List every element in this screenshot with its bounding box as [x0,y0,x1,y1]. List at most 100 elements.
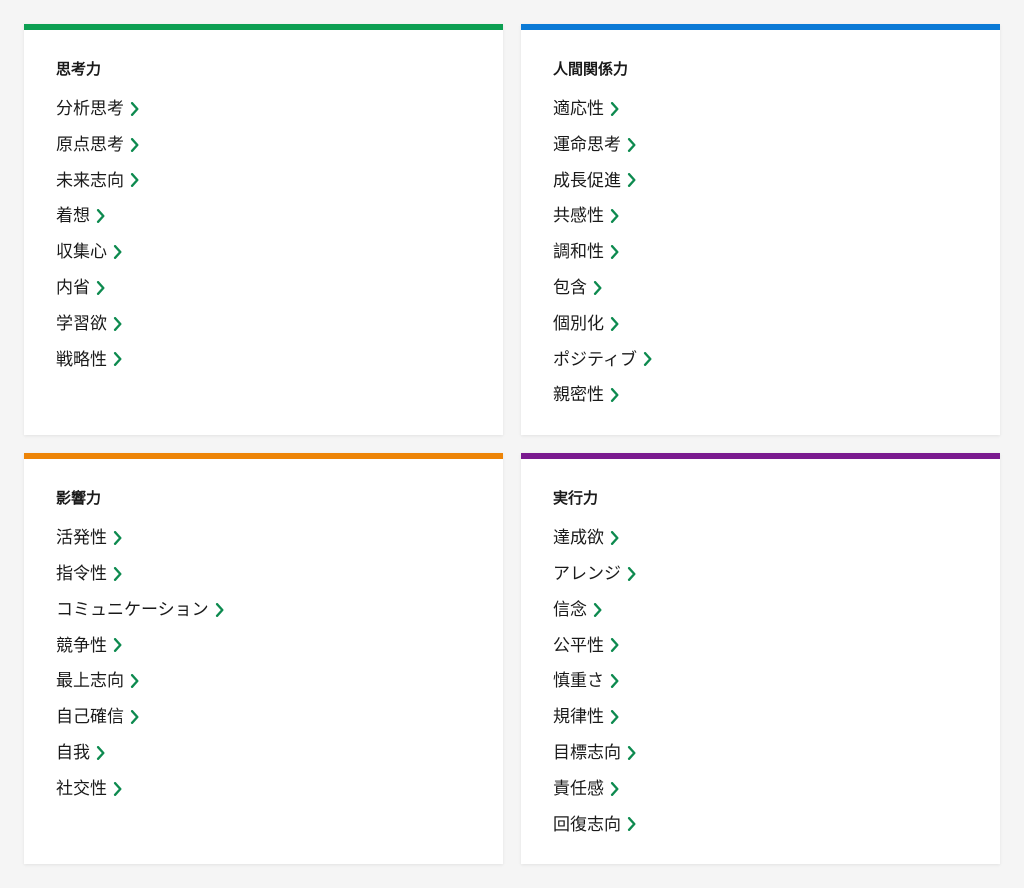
card-title: 実行力 [553,487,968,508]
list-item[interactable]: 社交性 [56,777,471,801]
list-item[interactable]: 未来志向 [56,169,471,193]
list-item[interactable]: 個別化 [553,312,968,336]
list-item[interactable]: 学習欲 [56,312,471,336]
chevron-right-icon [130,102,140,116]
chevron-right-icon [215,603,225,617]
list-item[interactable]: 適応性 [553,97,968,121]
list-item[interactable]: アレンジ [553,562,968,586]
chevron-right-icon [610,531,620,545]
item-label: 回復志向 [553,813,621,837]
item-label: コミュニケーション [56,598,209,622]
item-label: 原点思考 [56,133,124,157]
item-list: 活発性指令性コミュニケーション競争性最上志向自己確信自我社交性 [56,526,471,800]
list-item[interactable]: 慎重さ [553,669,968,693]
item-label: 達成欲 [553,526,604,550]
card-relationship-building: 人間関係力適応性運命思考成長促進共感性調和性包含個別化ポジティブ親密性 [521,24,1000,435]
list-item[interactable]: 活発性 [56,526,471,550]
item-label: ポジティブ [553,348,637,372]
item-label: 規律性 [553,705,604,729]
list-item[interactable]: 自我 [56,741,471,765]
item-label: 運命思考 [553,133,621,157]
chevron-right-icon [610,209,620,223]
list-item[interactable]: 共感性 [553,204,968,228]
list-item[interactable]: 内省 [56,276,471,300]
list-item[interactable]: 最上志向 [56,669,471,693]
list-item[interactable]: 包含 [553,276,968,300]
list-item[interactable]: 運命思考 [553,133,968,157]
item-label: 信念 [553,598,587,622]
item-label: 親密性 [553,383,604,407]
chevron-right-icon [113,531,123,545]
item-label: 責任感 [553,777,604,801]
item-label: 自我 [56,741,90,765]
chevron-right-icon [593,603,603,617]
item-label: 個別化 [553,312,604,336]
item-list: 適応性運命思考成長促進共感性調和性包含個別化ポジティブ親密性 [553,97,968,407]
item-label: 内省 [56,276,90,300]
chevron-right-icon [113,782,123,796]
list-item[interactable]: 指令性 [56,562,471,586]
chevron-right-icon [96,281,106,295]
card-title: 思考力 [56,58,471,79]
item-label: 調和性 [553,240,604,264]
item-label: 社交性 [56,777,107,801]
list-item[interactable]: 規律性 [553,705,968,729]
chevron-right-icon [130,173,140,187]
list-item[interactable]: 目標志向 [553,741,968,765]
card-executing: 実行力達成欲アレンジ信念公平性慎重さ規律性目標志向責任感回復志向 [521,453,1000,864]
chevron-right-icon [610,782,620,796]
list-item[interactable]: 親密性 [553,383,968,407]
list-item[interactable]: 回復志向 [553,813,968,837]
item-label: 包含 [553,276,587,300]
list-item[interactable]: 調和性 [553,240,968,264]
list-item[interactable]: 達成欲 [553,526,968,550]
card-influencing: 影響力活発性指令性コミュニケーション競争性最上志向自己確信自我社交性 [24,453,503,864]
item-label: 戦略性 [56,348,107,372]
card-grid: 思考力分析思考原点思考未来志向着想収集心内省学習欲戦略性人間関係力適応性運命思考… [24,24,1000,864]
list-item[interactable]: 戦略性 [56,348,471,372]
item-label: 適応性 [553,97,604,121]
item-label: アレンジ [553,562,621,586]
list-item[interactable]: 原点思考 [56,133,471,157]
chevron-right-icon [113,638,123,652]
item-list: 達成欲アレンジ信念公平性慎重さ規律性目標志向責任感回復志向 [553,526,968,836]
chevron-right-icon [610,710,620,724]
item-label: 指令性 [56,562,107,586]
chevron-right-icon [627,746,637,760]
chevron-right-icon [610,638,620,652]
list-item[interactable]: 着想 [56,204,471,228]
chevron-right-icon [627,138,637,152]
item-label: 成長促進 [553,169,621,193]
item-list: 分析思考原点思考未来志向着想収集心内省学習欲戦略性 [56,97,471,371]
card-title: 人間関係力 [553,58,968,79]
chevron-right-icon [113,245,123,259]
list-item[interactable]: 公平性 [553,634,968,658]
chevron-right-icon [96,209,106,223]
card-title: 影響力 [56,487,471,508]
list-item[interactable]: 信念 [553,598,968,622]
chevron-right-icon [643,352,653,366]
item-label: 未来志向 [56,169,124,193]
list-item[interactable]: 成長促進 [553,169,968,193]
item-label: 分析思考 [56,97,124,121]
item-label: 最上志向 [56,669,124,693]
item-label: 慎重さ [553,669,604,693]
list-item[interactable]: コミュニケーション [56,598,471,622]
item-label: 目標志向 [553,741,621,765]
chevron-right-icon [610,245,620,259]
chevron-right-icon [627,173,637,187]
item-label: 学習欲 [56,312,107,336]
chevron-right-icon [627,817,637,831]
chevron-right-icon [96,746,106,760]
list-item[interactable]: 分析思考 [56,97,471,121]
chevron-right-icon [130,674,140,688]
chevron-right-icon [113,352,123,366]
item-label: 収集心 [56,240,107,264]
list-item[interactable]: 収集心 [56,240,471,264]
list-item[interactable]: 責任感 [553,777,968,801]
chevron-right-icon [593,281,603,295]
list-item[interactable]: ポジティブ [553,348,968,372]
list-item[interactable]: 自己確信 [56,705,471,729]
chevron-right-icon [610,102,620,116]
list-item[interactable]: 競争性 [56,634,471,658]
